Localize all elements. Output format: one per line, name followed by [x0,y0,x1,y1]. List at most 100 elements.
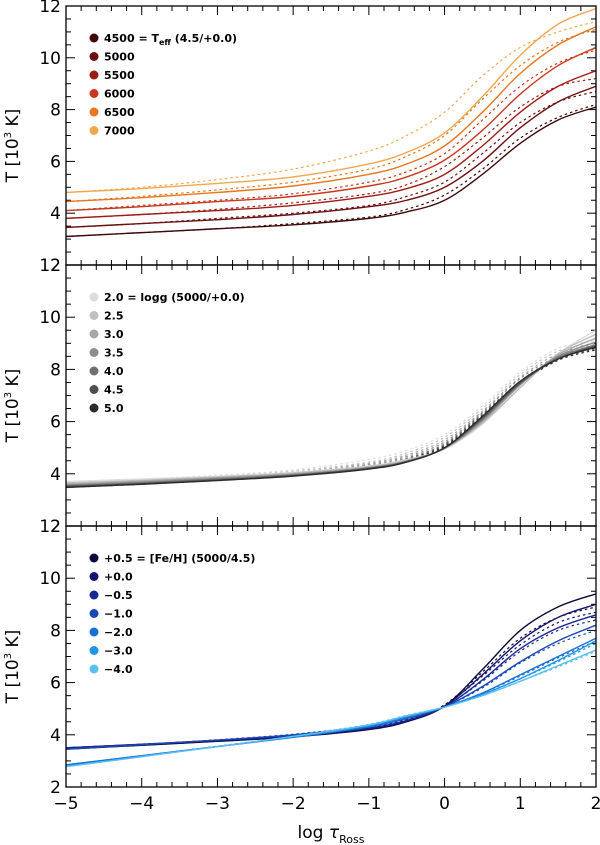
legend-label: +0.5 = [Fe/H] (5000/4.5) [104,552,255,565]
legend-marker [89,348,99,357]
y-tick-label: 12 [39,517,61,537]
y-tick-label: 2 [50,778,61,798]
series-dashed-line [66,606,596,750]
legend-marker [89,126,99,135]
series-solid-line [66,70,596,220]
series-dashed-line [66,344,596,485]
legend-marker [89,609,99,618]
y-tick-label: 12 [39,256,61,276]
legend-label: 6000 [104,88,135,101]
series-solid-line [66,341,596,486]
series-solid-line [66,614,596,749]
legend-label: 2.0 = logg (5000/+0.0) [104,291,245,304]
series-solid-line [66,337,596,485]
series-solid-line [66,637,596,766]
legend-marker [89,33,99,43]
legend-label: 3.0 [104,328,124,341]
y-tick-label: 10 [39,569,61,589]
series-solid-line [66,329,596,483]
legend-marker [89,292,99,302]
legend-marker [89,627,99,637]
series-dashed-line [66,347,596,488]
series-dashed-line [66,629,596,750]
curve-group [66,593,596,768]
x-tick-label: −3 [205,794,230,814]
legend-marker [89,403,99,413]
y-tick-label: 2 [50,517,61,537]
x-tick-label: 0 [439,794,450,814]
y-tick-label: 4 [50,204,61,224]
series-solid-line [66,640,596,767]
series-solid-line [66,46,596,212]
legend-marker [89,553,99,563]
plot-frame [65,525,597,788]
x-axis-label: log τRoss [298,823,365,845]
y-tick-label: 6 [50,674,61,694]
y-tick-label: 2 [50,256,61,276]
y-tick-label: 10 [39,49,61,69]
x-tick-label: −1 [356,794,381,814]
y-tick-label: 8 [50,360,61,380]
y-tick-label: 6 [50,413,61,433]
plot-frame [65,264,597,527]
series-solid-line [66,649,596,768]
series-dashed-line [66,49,596,212]
series-dashed-line [66,28,596,203]
legend-label: 7000 [104,125,135,138]
series-dashed-line [66,103,596,238]
legend-marker [89,52,99,61]
series-solid-line [66,593,596,750]
series-dashed-line [66,77,596,219]
curve-group [66,7,596,238]
legend-label: 4.5 [104,384,124,397]
series-dashed-line [66,650,596,768]
legend-label: 4500 = Teff (4.5/+0.0) [104,32,237,47]
legend-label: 5000 [104,51,135,64]
legend-marker [89,385,99,394]
y-tick-label: 10 [39,308,61,328]
legend-label: −0.5 [104,589,133,602]
series-solid-line [66,624,596,750]
curve-group [66,329,596,489]
legend-label: −1.0 [104,608,133,621]
legend-label: 6500 [104,106,135,119]
legend-marker [89,70,99,80]
series-solid-line [66,343,596,487]
series-solid-line [66,85,596,229]
legend-marker [89,89,99,98]
x-tick-label: −2 [281,794,306,814]
chart-panel-1: 2 4 6 8 10 12 T [103 K] 4500 = Teff (4.5/+0.0) 5… [3,0,597,276]
legend-label: 4.0 [104,365,124,378]
series-solid-line [66,26,596,203]
series-dashed-line [66,619,596,749]
series-solid-line [66,333,596,484]
series-dashed-line [66,340,596,483]
y-tick-label: 4 [50,726,61,746]
y-tick-label: 12 [39,0,61,17]
legend-marker [89,107,99,117]
y-tick-label: 4 [50,465,61,485]
legend-marker [89,366,99,376]
legend-marker [89,311,99,320]
series-dashed-line [66,342,596,484]
legend-label: 3.5 [104,347,124,360]
y-tick-label: 8 [50,101,61,121]
legend-marker [89,590,99,600]
x-tick-label: −4 [129,794,154,814]
legend-label: +0.0 [104,571,133,584]
legend-marker [89,664,99,674]
y-tick-label: 6 [50,152,61,172]
legend-label: 2.5 [104,310,124,323]
series-solid-line [66,346,596,489]
legend-label: 5500 [104,69,135,82]
legend-label: −3.0 [104,645,133,658]
legend-label: −4.0 [104,663,133,676]
y-axis-label: T [103 K] [3,109,23,184]
series-dashed-line [66,345,596,486]
legend-marker [89,329,99,339]
y-tick-label: 8 [50,621,61,641]
legend-marker [89,572,99,581]
x-tick-label: 1 [515,794,526,814]
